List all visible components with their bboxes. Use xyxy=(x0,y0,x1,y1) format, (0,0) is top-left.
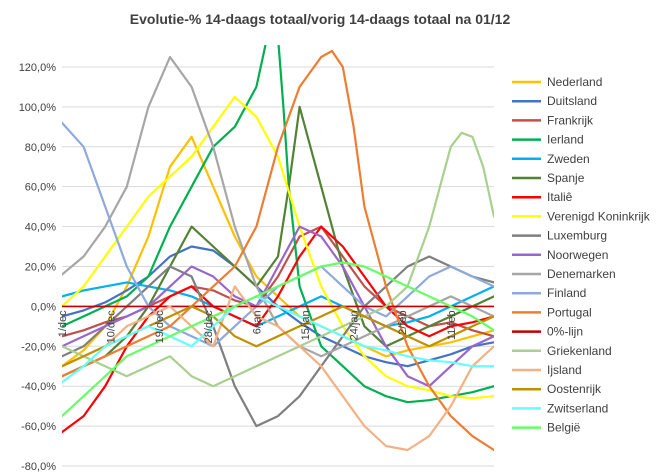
series-line-9 xyxy=(62,225,494,388)
legend-label: Denemarken xyxy=(547,267,616,281)
legend-label: België xyxy=(547,421,581,435)
y-tick-label: -40,0% xyxy=(21,381,56,393)
y-tick-label: -80,0% xyxy=(21,461,56,473)
x-tick-label: 1/dec xyxy=(57,310,69,337)
series-line-4 xyxy=(62,281,494,328)
x-tick-label: 11/feb xyxy=(446,310,458,340)
legend-label: Ierland xyxy=(547,133,584,147)
x-tick-label: 10/dec xyxy=(106,310,118,344)
legend-label: Finland xyxy=(547,286,586,300)
chart-title: Evolutie-% 14-daags totaal/vorig 14-daag… xyxy=(130,11,511,27)
y-tick-label: 60,0% xyxy=(25,182,56,194)
x-tick-label: 24/jan xyxy=(349,310,361,340)
y-axis-ticks: -80,0% -60,0% -40,0% -20,0% 0,0% 20,0% 40,0% 60… xyxy=(19,62,57,473)
legend: Nederland Duitsland Frankrijk Ierland Zweden… xyxy=(512,75,651,435)
y-tick-label: -20,0% xyxy=(21,341,56,353)
series-line-17 xyxy=(62,295,494,384)
series-line-15 xyxy=(62,285,494,452)
x-tick-label: 15/jan xyxy=(300,310,312,340)
y-tick-label: 0,0% xyxy=(31,301,56,313)
series-line-5 xyxy=(62,105,494,378)
x-tick-label: 2/feb xyxy=(397,310,409,334)
legend-label: Frankrijk xyxy=(547,113,594,127)
x-tick-label: 28/dec xyxy=(203,310,215,344)
x-tick-label: 6/jan xyxy=(251,310,263,334)
series-line-3 xyxy=(62,45,494,404)
legend-label: Italiê xyxy=(547,190,573,204)
legend-label: 0%-lijn xyxy=(547,325,583,339)
legend-label: Nederland xyxy=(547,75,602,89)
series-lines xyxy=(62,45,494,452)
legend-label: Portugal xyxy=(547,305,592,319)
y-tick-label: 40,0% xyxy=(25,222,56,234)
legend-label: Oostenrijk xyxy=(547,382,602,396)
legend-label: Luxemburg xyxy=(547,229,607,243)
y-tick-label: 100,0% xyxy=(19,102,57,114)
y-tick-label: -60,0% xyxy=(21,421,56,433)
legend-label: Duitsland xyxy=(547,94,597,108)
legend-label: Zweden xyxy=(547,152,590,166)
x-tick-label: 19/dec xyxy=(154,310,166,344)
series-line-6 xyxy=(62,225,494,434)
series-line-12 xyxy=(62,49,494,452)
y-tick-label: 120,0% xyxy=(19,62,57,74)
legend-label: Verenigd Koninkrijk xyxy=(547,209,651,223)
y-tick-label: 80,0% xyxy=(25,142,56,154)
series-line-14 xyxy=(62,131,494,388)
legend-label: Zwitserland xyxy=(547,401,608,415)
x-axis-ticks: 1/dec 10/dec 19/dec 28/dec 6/jan 15/jan 24/jan… xyxy=(57,310,458,344)
legend-label: Noorwegen xyxy=(547,248,608,262)
legend-label: Ijsland xyxy=(547,363,582,377)
series-line-10 xyxy=(62,55,494,358)
series-line-8 xyxy=(62,255,494,428)
series-line-18 xyxy=(62,261,494,418)
series-line-7 xyxy=(62,95,494,400)
legend-label: Spanje xyxy=(547,171,585,185)
legend-label: Griekenland xyxy=(547,344,612,358)
y-tick-label: 20,0% xyxy=(25,261,56,273)
